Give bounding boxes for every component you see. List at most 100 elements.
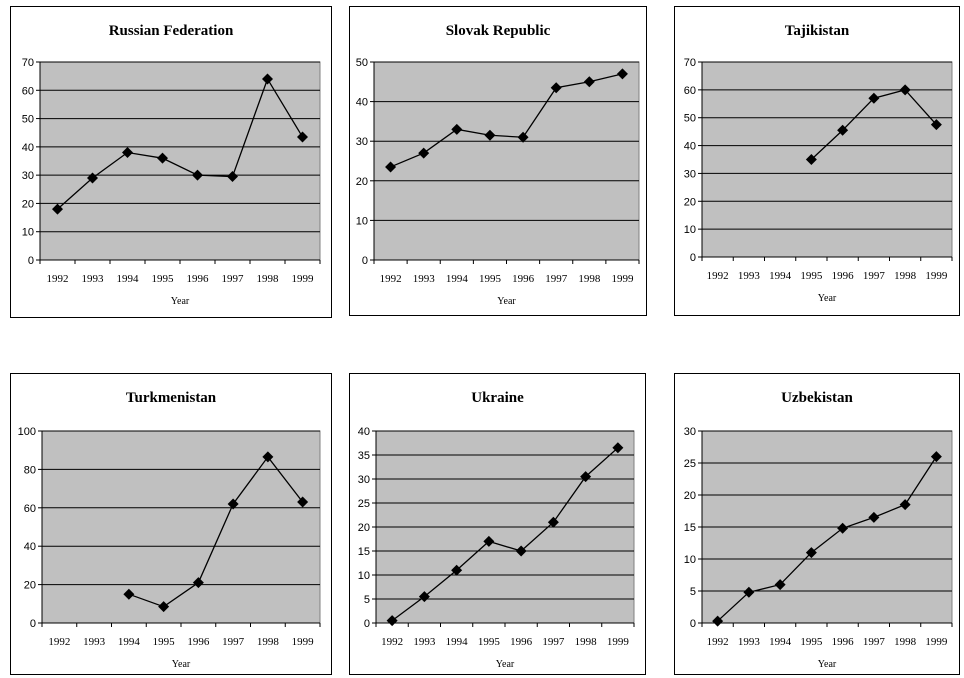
x-axis-label: Year	[496, 659, 515, 670]
data-point	[451, 564, 463, 576]
x-tick-label: 1992	[707, 270, 729, 282]
x-tick-label: 1993	[413, 273, 436, 285]
y-tick-label: 20	[22, 198, 34, 210]
data-point	[227, 498, 239, 510]
y-tick-label: 10	[22, 227, 34, 239]
x-tick-label: 1997	[222, 636, 245, 648]
y-tick-label: 20	[24, 580, 36, 592]
y-tick-label: 10	[684, 224, 696, 236]
x-tick-label: 1994	[117, 273, 140, 285]
y-tick-label: 70	[684, 57, 696, 69]
x-tick-label: 1996	[512, 273, 535, 285]
x-tick-label: 1997	[542, 636, 565, 648]
x-tick-label: 1995	[478, 636, 501, 648]
chart-panel-slovak-republic: Slovak Republic 0 10 20 30 40 50 1992 1993 1994 19…	[349, 6, 647, 316]
data-point	[616, 68, 628, 80]
data-point	[930, 119, 942, 131]
x-tick-label: 1996	[510, 636, 533, 648]
y-tick-label: 0	[690, 252, 696, 264]
x-tick-label: 1993	[413, 636, 436, 648]
data-point	[805, 154, 817, 165]
y-tick-label: 40	[356, 97, 368, 109]
x-tick-label: 1999	[611, 273, 634, 285]
data-point	[123, 588, 135, 600]
y-tick-label: 0	[30, 618, 36, 630]
plot-area	[41, 430, 321, 624]
chart-panel-turkmenistan: Turkmenistan 0 20 40 60 80 100 1992 1993 1994 1995…	[10, 373, 332, 675]
y-tick-label: 40	[22, 142, 34, 154]
data-point	[87, 172, 98, 184]
data-point	[262, 451, 274, 463]
x-tick-label: 1994	[769, 636, 792, 648]
data-point	[158, 601, 170, 613]
data-point	[774, 579, 786, 591]
chart-title: Turkmenistan	[126, 390, 217, 406]
chart-title: Slovak Republic	[446, 23, 551, 39]
data-point	[805, 547, 817, 559]
x-tick-label: 1992	[380, 273, 402, 285]
y-tick-label: 30	[22, 170, 34, 182]
x-tick-label: 1997	[863, 636, 886, 648]
data-point	[451, 123, 463, 135]
x-tick-label: 1996	[832, 636, 855, 648]
x-tick-label: 1992	[48, 636, 70, 648]
x-tick-label: 1993	[83, 636, 106, 648]
x-tick-label: 1998	[575, 636, 598, 648]
series-line	[390, 73, 623, 168]
data-point	[837, 124, 849, 136]
x-axis-label: Year	[497, 296, 516, 307]
data-point	[483, 535, 495, 547]
x-tick-label: 1996	[187, 273, 210, 285]
y-tick-label: 60	[684, 85, 696, 97]
x-axis-label: Year	[818, 659, 837, 670]
data-point	[385, 161, 397, 173]
x-tick-label: 1995	[479, 273, 502, 285]
y-tick-label: 30	[684, 426, 696, 438]
x-tick-label: 1999	[925, 636, 948, 648]
x-tick-label: 1997	[222, 273, 245, 285]
y-tick-label: 10	[684, 554, 696, 566]
x-tick-label: 1996	[187, 636, 210, 648]
x-tick-label: 1992	[707, 636, 729, 648]
x-tick-label: 1999	[292, 636, 315, 648]
plot-area	[373, 61, 640, 261]
x-tick-label: 1997	[545, 273, 568, 285]
data-point	[580, 471, 592, 483]
data-point	[899, 499, 911, 511]
x-tick-label: 1993	[738, 636, 761, 648]
chart-panel-russian-federation: Russian Federation 0 10 20 30 40 50 60 70 1992 199…	[10, 6, 332, 318]
x-tick-label: 1998	[894, 636, 917, 648]
data-point	[712, 615, 724, 627]
data-point	[930, 451, 942, 463]
y-tick-label: 50	[356, 57, 368, 69]
data-point	[868, 511, 880, 523]
x-tick-label: 1995	[800, 270, 823, 282]
series-line	[717, 456, 937, 622]
series-line	[128, 455, 304, 608]
data-point	[192, 577, 204, 589]
x-tick-label: 1993	[738, 270, 761, 282]
data-point	[262, 73, 273, 85]
data-point	[868, 92, 880, 104]
x-tick-label: 1995	[800, 636, 823, 648]
y-tick-label: 20	[356, 176, 368, 188]
data-point	[899, 84, 911, 96]
data-point	[386, 615, 398, 627]
x-axis-label: Year	[818, 293, 837, 304]
chart-title: Russian Federation	[109, 23, 234, 39]
data-point	[550, 82, 562, 94]
y-tick-label: 0	[690, 618, 696, 630]
y-tick-label: 60	[24, 503, 36, 515]
data-point	[837, 522, 849, 534]
data-point	[743, 586, 755, 598]
x-tick-label: 1992	[381, 636, 403, 648]
chart-title: Uzbekistan	[781, 390, 853, 406]
data-point	[192, 169, 203, 181]
x-tick-label: 1998	[894, 270, 917, 282]
x-tick-label: 1999	[925, 270, 948, 282]
x-tick-label: 1998	[257, 273, 280, 285]
y-tick-label: 30	[358, 474, 370, 486]
plot-area	[39, 61, 321, 261]
plot-area	[701, 61, 953, 258]
x-tick-label: 1998	[578, 273, 601, 285]
